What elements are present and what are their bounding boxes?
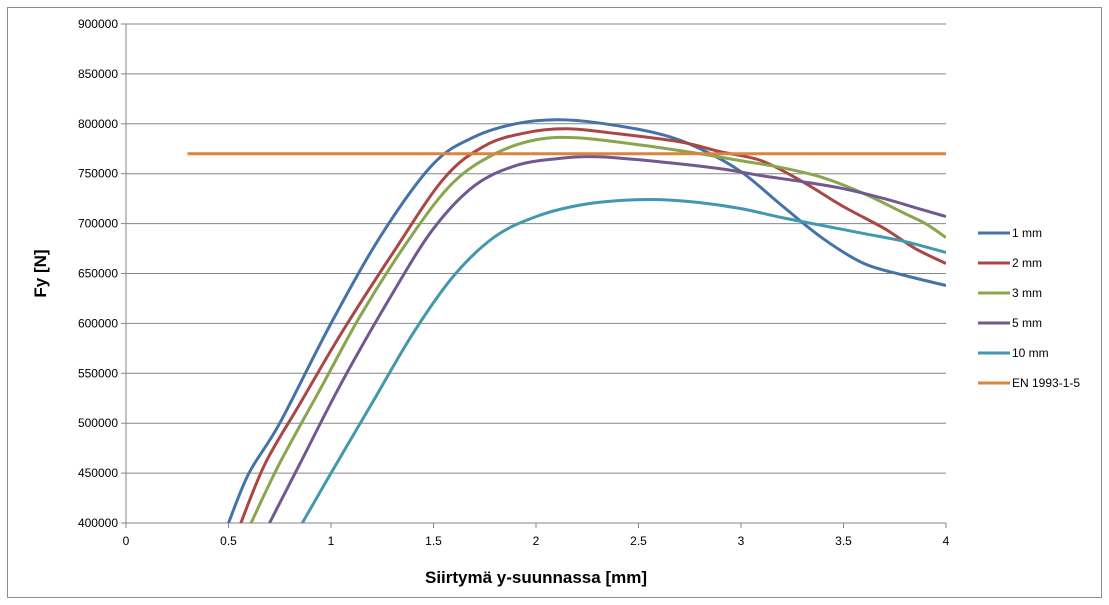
x-tick-label: 3 xyxy=(738,534,745,548)
legend-label-en-1993-1-5: EN 1993-1-5 xyxy=(1012,376,1080,390)
x-tick-label: 4 xyxy=(943,534,950,548)
y-tick-label: 800000 xyxy=(78,117,118,131)
y-tick-label: 600000 xyxy=(78,316,118,330)
x-tick-label: 2.5 xyxy=(630,534,647,548)
x-tick-label: 2 xyxy=(533,534,540,548)
x-tick-label: 0.5 xyxy=(220,534,237,548)
y-tick-label: 900000 xyxy=(78,17,118,31)
x-tick-label: 3.5 xyxy=(835,534,852,548)
y-tick-label: 450000 xyxy=(78,466,118,480)
y-tick-label: 550000 xyxy=(78,366,118,380)
y-tick-label: 500000 xyxy=(78,416,118,430)
y-tick-label: 650000 xyxy=(78,267,118,281)
series-line-10-mm xyxy=(300,198,946,523)
series-line-3-mm xyxy=(249,135,946,523)
series-line-5-mm xyxy=(268,155,946,523)
chart-frame xyxy=(7,7,1102,598)
y-tick-label: 700000 xyxy=(78,217,118,231)
y-tick-label: 850000 xyxy=(78,67,118,81)
series-line-2-mm xyxy=(239,127,946,523)
x-tick-label: 0 xyxy=(123,534,130,548)
x-tick-label: 1.5 xyxy=(425,534,442,548)
x-axis-title: Siirtymä y-suunnassa [mm] xyxy=(425,568,647,587)
y-tick-label: 400000 xyxy=(78,516,118,530)
legend-label-2-mm: 2 mm xyxy=(1012,256,1042,270)
legend-label-3-mm: 3 mm xyxy=(1012,286,1042,300)
x-tick-label: 1 xyxy=(328,534,335,548)
legend-label-5-mm: 5 mm xyxy=(1012,316,1042,330)
y-tick-label: 750000 xyxy=(78,167,118,181)
series-line-1-mm xyxy=(227,118,946,523)
legend-label-10-mm: 10 mm xyxy=(1012,346,1049,360)
legend-label-1-mm: 1 mm xyxy=(1012,226,1042,240)
y-axis-title: Fy [N] xyxy=(31,249,50,297)
